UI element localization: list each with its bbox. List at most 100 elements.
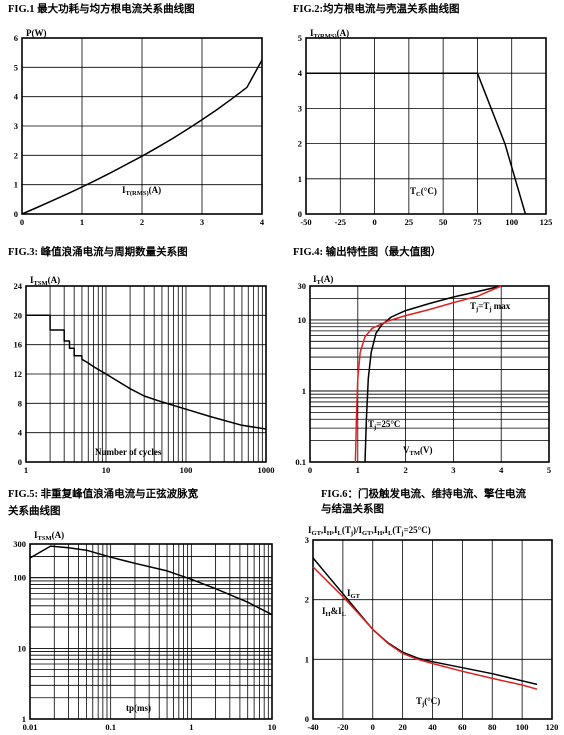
fig1-ytick-label: 2 xyxy=(14,150,18,160)
fig6-ytick-label: 2 xyxy=(305,595,309,605)
fig1-ytick-label: 0 xyxy=(14,209,18,219)
fig3-title: FIG.3: 峰值浪涌电流与周期数量关系图 xyxy=(8,247,188,258)
fig6-xlabel: Tj(°C) xyxy=(416,696,440,708)
fig6-series-label-ih-il: IH&IL xyxy=(322,606,347,618)
fig4-series-0-line xyxy=(364,285,502,463)
fig3-xtick-label: 1000 xyxy=(258,465,275,475)
fig4-xtick-label: 4 xyxy=(499,465,504,475)
fig6-series-0-line xyxy=(312,557,538,686)
fig3-ytick-label: 24 xyxy=(14,281,23,291)
fig3-plot-frame xyxy=(25,285,267,463)
fig2-xtick-label: -25 xyxy=(335,217,346,227)
fig2-xtick-label: 100 xyxy=(505,217,518,227)
fig4-series-label-25c: Tj=25°C xyxy=(368,419,400,431)
fig2-xtick-label: -50 xyxy=(300,217,311,227)
fig4-series-1-line xyxy=(354,285,502,463)
fig6-series-1-line xyxy=(312,566,538,690)
fig1-ytick-label: 6 xyxy=(14,33,18,43)
fig2-xtick-label: 50 xyxy=(439,217,448,227)
fig6-ytick-label: 0 xyxy=(305,714,309,724)
fig5-chart: 0.01 0.1 1 10 1 10 100 300 xyxy=(13,539,276,732)
fig6-plot-frame xyxy=(312,539,553,720)
fig3-series-0-line xyxy=(26,314,267,430)
fig2-plot-frame xyxy=(305,37,547,215)
fig2-ytick-label: 4 xyxy=(298,68,303,78)
fig2-series-0-line xyxy=(306,72,527,215)
fig1-xtick-label: 4 xyxy=(260,217,265,227)
fig1-title: FIG.1 最大功耗与均方根电流关系曲线图 xyxy=(8,4,195,15)
fig6-xtick-label: 40 xyxy=(428,722,437,732)
fig4-xtick-label: 0 xyxy=(308,465,312,475)
fig2-ytick-label: 3 xyxy=(298,103,302,113)
fig3-ytick-label: 12 xyxy=(14,369,23,379)
fig6-xtick-label: -20 xyxy=(337,722,348,732)
fig2-xtick-label: 125 xyxy=(540,217,553,227)
fig4-chart: 0 1 2 3 4 5 0.1 1 10 30 xyxy=(295,281,551,475)
fig4-xtick-label: 3 xyxy=(451,465,455,475)
fig6-xtick-label: 100 xyxy=(516,722,529,732)
fig2-ytick-label: 0 xyxy=(298,209,302,219)
fig1-plot-frame xyxy=(21,37,263,215)
fig6-xtick-label: 0 xyxy=(371,722,375,732)
fig2-xtick-label: 0 xyxy=(372,217,376,227)
fig6-xtick-label: 60 xyxy=(458,722,467,732)
fig1-xtick-label: 2 xyxy=(140,217,144,227)
fig6-title: FIG.6：门极触发电流、维持电流、擎住电流 xyxy=(321,489,527,500)
fig6-xtick-label: -40 xyxy=(307,722,318,732)
fig1-xtick-label: 0 xyxy=(20,217,24,227)
fig5-title-line2: 关系曲线图 xyxy=(8,506,61,517)
fig2-chart: -50 -25 0 25 50 75 100 125 0 1 2 3 4 5 xyxy=(298,33,553,227)
fig3-ytick-label: 16 xyxy=(14,340,23,350)
fig4-xtick-label: 5 xyxy=(547,465,551,475)
fig2-title: FIG.2:均方根电流与壳温关系曲线图 xyxy=(293,4,460,15)
fig4-plot-frame xyxy=(309,285,550,463)
fig4-series-label-tjmax: Tj=Tj max xyxy=(470,301,511,313)
fig6-ytick-label: 3 xyxy=(305,535,309,545)
fig1-series-0-line xyxy=(21,59,263,215)
fig2-ylabel: IT(RMS)(A) xyxy=(310,28,349,40)
fig5-ytick-label: 10 xyxy=(18,643,27,653)
fig1-xtick-label: 1 xyxy=(80,217,84,227)
fig4-ytick-label: 1 xyxy=(302,386,306,396)
fig1-chart: 0 1 2 3 4 0 1 2 3 4 5 6 xyxy=(14,33,265,227)
fig5-ytick-label: 100 xyxy=(13,573,26,583)
fig3-ytick-label: 20 xyxy=(14,310,23,320)
fig2-xtick-label: 75 xyxy=(473,217,482,227)
fig3-ytick-label: 4 xyxy=(18,428,23,438)
fig4-xlabel: VTM(V) xyxy=(403,445,432,457)
fig2-ytick-label: 1 xyxy=(298,174,302,184)
fig3-xtick-label: 100 xyxy=(180,465,193,475)
fig3-xlabel: Number of cycles xyxy=(95,447,162,457)
fig3-ytick-label: 8 xyxy=(18,398,22,408)
fig5-xtick-label: 10 xyxy=(268,722,277,732)
fig2-ytick-label: 5 xyxy=(298,33,302,43)
fig5-series-0-line xyxy=(29,545,273,616)
fig3-ytick-label: 0 xyxy=(18,457,22,467)
fig4-xtick-label: 1 xyxy=(356,465,360,475)
fig1-ytick-label: 1 xyxy=(14,180,18,190)
fig3-ylabel: ITSM(A) xyxy=(30,275,60,287)
fig6-xtick-label: 20 xyxy=(398,722,407,732)
fig1-xlabel: IT(RMS)(A) xyxy=(122,185,161,197)
fig2-xtick-label: 25 xyxy=(405,217,414,227)
fig3-chart: 1 10 100 1000 0 4 8 12 16 20 24 xyxy=(14,281,275,475)
fig1-ytick-label: 4 xyxy=(14,92,19,102)
fig1-ytick-label: 5 xyxy=(14,62,18,72)
fig6-series-label-igt: IGT xyxy=(347,588,361,600)
fig4-ytick-label: 30 xyxy=(298,281,307,291)
fig4-title: FIG.4: 输出特性图（最大值图） xyxy=(293,247,442,258)
fig6-xtick-label: 80 xyxy=(488,722,497,732)
fig5-plot-frame xyxy=(29,543,273,720)
fig6-xtick-label: 120 xyxy=(546,722,559,732)
fig5-xtick-label: 1 xyxy=(189,722,193,732)
fig2-xlabel: TC(°C) xyxy=(410,186,437,198)
fig6-ylabel: IGT,IH,IL(Tj)/IGT,IH,IL(Tj=25°C) xyxy=(308,525,431,537)
fig5-ytick-label: 300 xyxy=(13,539,26,549)
fig3-xtick-label: 1 xyxy=(24,465,28,475)
fig6-ytick-label: 1 xyxy=(305,654,309,664)
fig1-ylabel: P(W) xyxy=(26,28,47,38)
fig5-ytick-label: 1 xyxy=(22,714,26,724)
fig5-title: FIG.5: 非重复峰值浪涌电流与正弦波脉宽 xyxy=(8,489,199,500)
fig4-ylabel: IT(A) xyxy=(313,274,333,286)
